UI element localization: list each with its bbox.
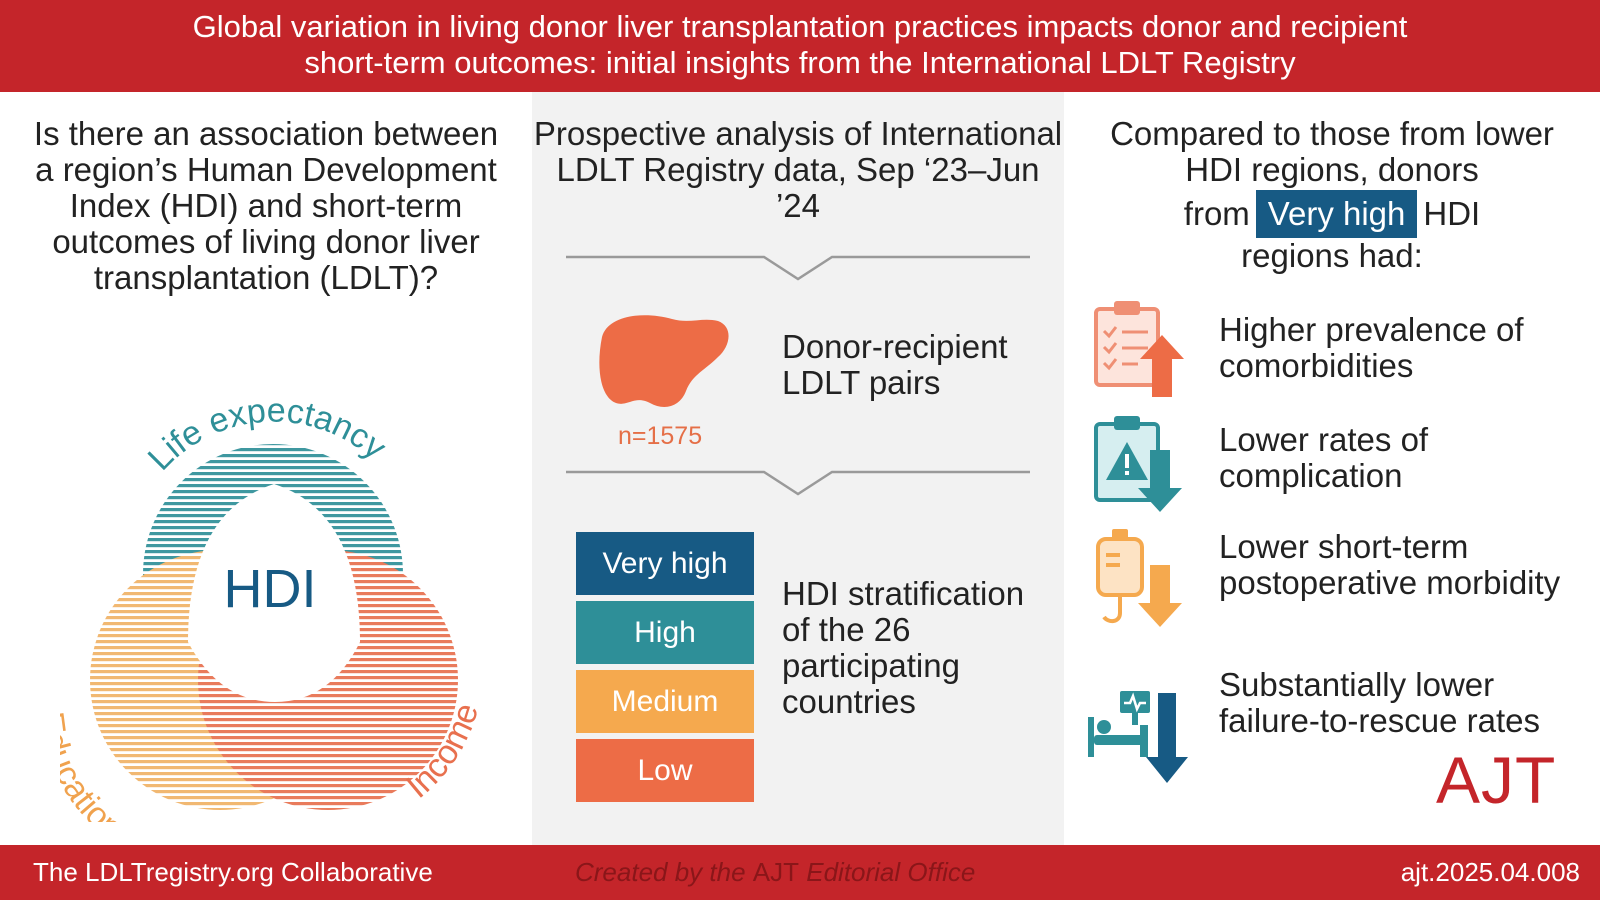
header-banner: Global variation in living donor liver t… (0, 0, 1600, 92)
chevron-divider-2 (566, 470, 1030, 496)
hospital-bed-monitor-down-arrow-icon (1088, 691, 1188, 783)
footer-doi: ajt.2025.04.008 (1400, 857, 1580, 887)
hdi-level-very-high: Very high (576, 532, 754, 595)
very-high-badge: Very high (1255, 190, 1418, 238)
middle-panel: Prospective analysis of International LD… (532, 92, 1064, 845)
outcome-4-text: Substantially lower failure-to-rescue ra… (1219, 666, 1540, 739)
footer-credit: Created by the AJT Editorial Office (575, 857, 975, 888)
hdi-venn-diagram: HDI Life expectancy Education Income (60, 392, 486, 822)
chevron-divider-1 (566, 255, 1030, 281)
hdi-level-high: High (576, 601, 754, 664)
title-line-1: Global variation in living donor liver t… (192, 9, 1408, 44)
footer-credit-post: Editorial Office (799, 857, 976, 887)
hdi-level-low: Low (576, 739, 754, 802)
hdi-stratification-text: HDI stratification of the 26 participati… (782, 575, 1025, 720)
research-question: Is there an association between a region… (33, 115, 499, 296)
findings-intro-line-2: from Very high HDI (1084, 190, 1580, 238)
findings-from: from (1183, 195, 1250, 232)
outcome-1-text: Higher prevalence of comorbidities (1219, 311, 1524, 384)
outcome-3-text: Lower short-term postoperative morbidity (1219, 528, 1561, 601)
iv-bag-down-arrow-icon (1096, 529, 1182, 627)
findings-hdi: HDI (1423, 195, 1481, 232)
findings-intro: Compared to those from lower HDI regions… (1084, 116, 1580, 274)
study-design-title: Prospective analysis of International LD… (533, 115, 1063, 224)
hdi-level-medium: Medium (576, 670, 754, 733)
right-panel: Compared to those from lower HDI regions… (1064, 92, 1600, 845)
venn-label-hdi: HDI (224, 559, 317, 619)
clipboard-warning-down-arrow-icon (1094, 416, 1182, 512)
footer-credit-brand: AJT (752, 857, 800, 887)
venn-center (188, 484, 360, 702)
left-panel: Is there an association between a region… (0, 92, 532, 845)
outcome-2-text: Lower rates of complication (1219, 421, 1429, 494)
findings-intro-line-3: regions had: (1241, 237, 1423, 274)
findings-intro-line-1: Compared to those from lower HDI regions… (1110, 115, 1554, 188)
footer-banner: The LDLTregistry.org Collaborative Creat… (0, 845, 1600, 900)
donor-recipient-pairs-label: Donor-recipient LDLT pairs (782, 328, 1008, 401)
footer-credit-pre: Created by the (575, 857, 753, 887)
clipboard-checklist-up-arrow-icon (1094, 301, 1184, 397)
title-line-2: short-term outcomes: initial insights fr… (304, 45, 1296, 80)
liver-icon (599, 315, 729, 407)
ajt-logo: AJT (1436, 743, 1557, 817)
sample-size-label: n=1575 (618, 422, 703, 450)
footer-collaborative: The LDLTregistry.org Collaborative (33, 857, 433, 887)
